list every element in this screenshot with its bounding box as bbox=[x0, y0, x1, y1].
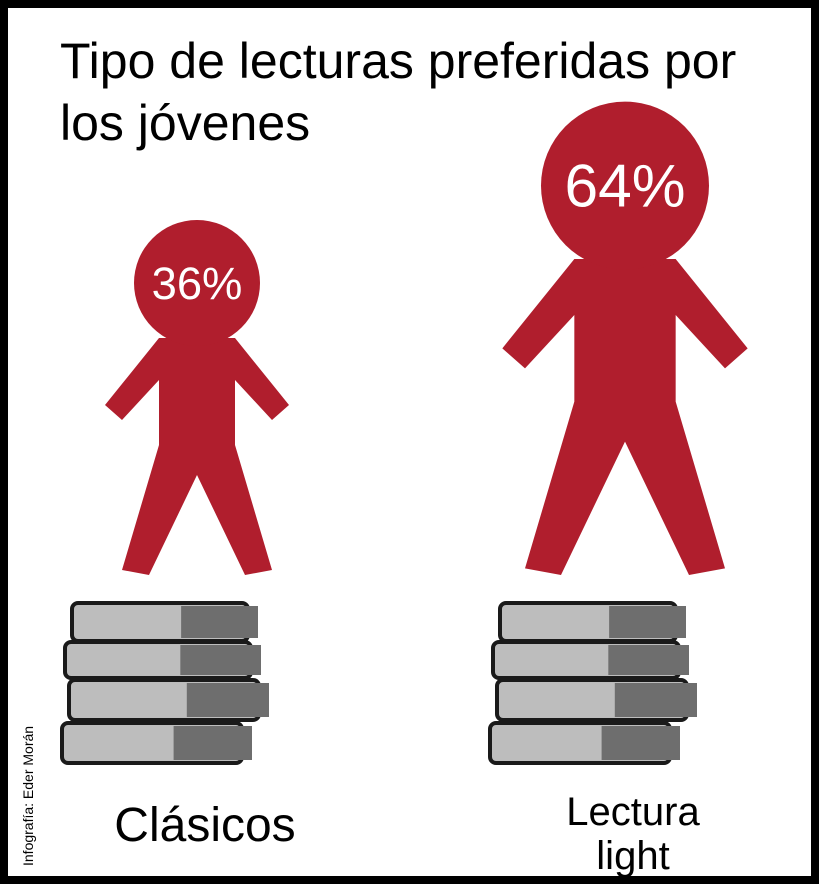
book-spine bbox=[181, 606, 258, 638]
value-label: 36% bbox=[152, 258, 243, 309]
category-label: Clásicos bbox=[75, 798, 335, 854]
value-label: 64% bbox=[564, 152, 685, 220]
book-spine bbox=[615, 683, 697, 717]
person: 36% bbox=[105, 220, 289, 575]
book-spine bbox=[602, 726, 680, 760]
person-body bbox=[105, 338, 289, 575]
book-spine bbox=[608, 645, 689, 675]
book-spine bbox=[174, 726, 252, 760]
book-spine bbox=[180, 645, 261, 675]
book-spine bbox=[609, 606, 686, 638]
person-body bbox=[502, 259, 747, 575]
book-stack bbox=[62, 603, 269, 763]
infographic: 36% 64% Tipo de lecturas preferidas por l… bbox=[0, 0, 819, 884]
book-spine bbox=[187, 683, 269, 717]
credit: Infografía: Eder Morán bbox=[20, 726, 36, 866]
person: 64% bbox=[502, 102, 747, 575]
book-stack bbox=[490, 603, 697, 763]
category-label: Lectura light bbox=[543, 790, 723, 878]
chart-title: Tipo de lecturas preferidas por los jóve… bbox=[60, 30, 780, 154]
